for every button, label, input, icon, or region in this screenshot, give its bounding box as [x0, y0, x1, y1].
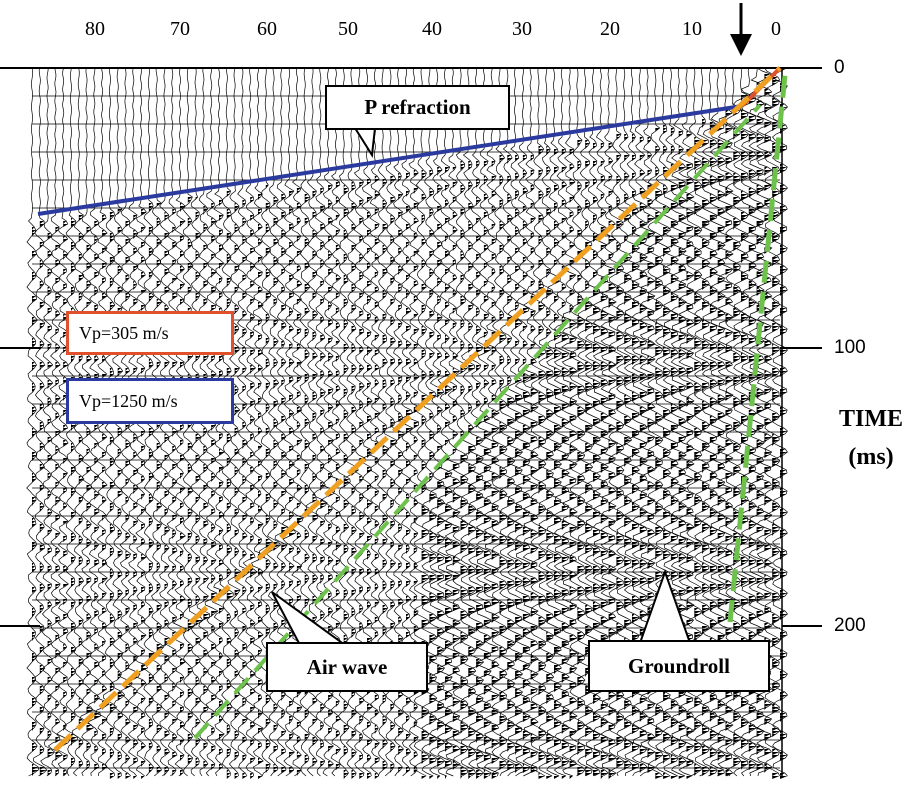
time-tick-label: 0: [834, 57, 845, 78]
distance-tick-label: 10: [682, 18, 702, 40]
distance-tick-label: 20: [600, 18, 620, 40]
air-wave-line: [53, 66, 782, 752]
p-refraction-pointer: [353, 127, 377, 158]
distance-tick-label: 30: [512, 18, 532, 40]
time-axis: [781, 67, 822, 778]
source-arrow-icon: [730, 3, 752, 56]
distance-tick-label: 50: [338, 18, 358, 40]
time-axis-title: TIME: [838, 406, 903, 432]
groundroll-callout: Groundroll: [588, 640, 770, 692]
air-wave-callout: Air wave: [266, 642, 428, 692]
vp-refraction-label: Vp=1250 m/s: [66, 378, 234, 424]
distance-tick-label: 80: [85, 18, 105, 40]
distance-tick-label: 70: [170, 18, 190, 40]
time-tick-label: 100: [834, 337, 866, 358]
p-refraction-line: [37, 104, 743, 216]
distance-tick-label: 60: [257, 18, 277, 40]
p-refraction-callout: P refraction: [325, 85, 510, 130]
time-axis-unit: (ms): [848, 444, 894, 470]
time-tick-label: 200: [834, 615, 866, 636]
distance-tick-label: 40: [422, 18, 442, 40]
distance-tick-label: 0: [771, 18, 781, 40]
groundroll-line-1: [193, 103, 762, 740]
vp-air-label: Vp=305 m/s: [66, 311, 234, 355]
